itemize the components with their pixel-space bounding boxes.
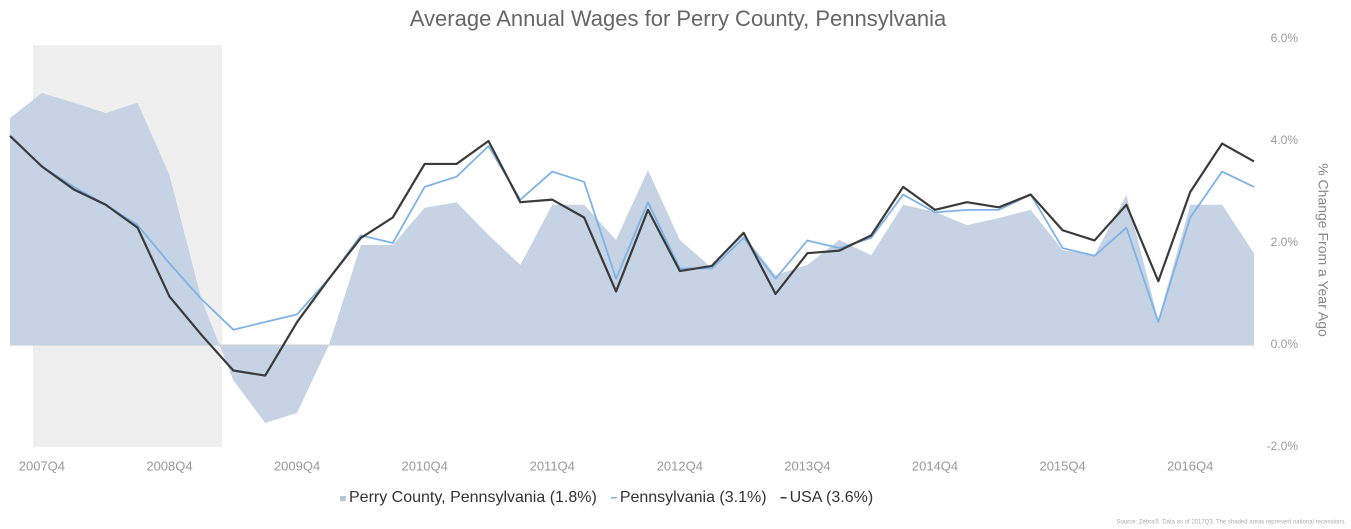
plot-area bbox=[9, 93, 1255, 424]
x-tick-label: 2016Q4 bbox=[1167, 458, 1213, 473]
source-note: Source: Zebra®. Data as of 2017Q3. The s… bbox=[1117, 519, 1347, 526]
x-tick-label: 2007Q4 bbox=[19, 458, 65, 473]
x-tick-label: 2008Q4 bbox=[146, 458, 192, 473]
legend-label: USA (3.6%) bbox=[790, 489, 874, 506]
x-tick-label: 2012Q4 bbox=[657, 458, 703, 473]
x-tick-label: 2011Q4 bbox=[530, 458, 575, 473]
chart-title: Average Annual Wages for Perry County, P… bbox=[410, 6, 947, 31]
y-axis-label: % Change From a Year Ago bbox=[1315, 163, 1331, 337]
y-tick-label: 4.0% bbox=[1271, 133, 1299, 147]
x-tick-label: 2009Q4 bbox=[274, 458, 320, 473]
x-tick-label: 2014Q4 bbox=[912, 458, 958, 473]
x-tick-label: 2010Q4 bbox=[402, 458, 448, 473]
line bbox=[9, 135, 1255, 331]
legend-swatch bbox=[340, 496, 346, 501]
legend-swatch bbox=[780, 497, 787, 499]
legend-label: Pennsylvania (3.1%) bbox=[620, 489, 767, 506]
x-tick-label: 2013Q4 bbox=[784, 458, 830, 473]
x-tick-label: 2015Q4 bbox=[1039, 458, 1085, 473]
legend-swatch bbox=[610, 497, 617, 499]
y-tick-label: -2.0% bbox=[1267, 439, 1299, 453]
line bbox=[9, 135, 1255, 377]
legend-label: Perry County, Pennsylvania (1.8%) bbox=[349, 489, 597, 506]
y-tick-label: 6.0% bbox=[1271, 31, 1299, 45]
y-tick-label: 0.0% bbox=[1271, 337, 1299, 351]
y-tick-label: 2.0% bbox=[1271, 235, 1299, 249]
legend: Perry County, Pennsylvania (1.8%) Pennsyl… bbox=[340, 489, 873, 506]
area bbox=[10, 93, 1254, 424]
